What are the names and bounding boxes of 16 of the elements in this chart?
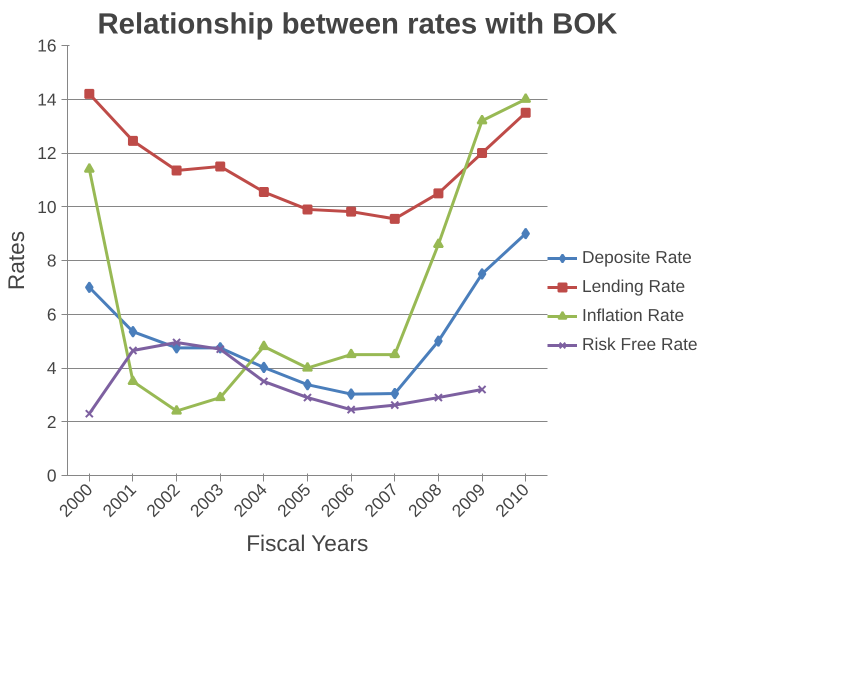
y-tick-label: 16 (37, 36, 57, 56)
y-tick-label: 14 (37, 89, 57, 110)
y-axis-title: Rates (3, 230, 30, 290)
legend-label: Inflation Rate (582, 305, 684, 326)
legend-label: Lending Rate (582, 276, 686, 297)
x-axis-title: Fiscal Years (246, 530, 368, 556)
y-tick-label: 12 (37, 143, 57, 163)
y-tick-label: 2 (46, 412, 57, 432)
chart-title: Relationship between rates with BOK (98, 8, 618, 40)
legend-label: Risk Free Rate (582, 334, 698, 355)
y-tick-label: 6 (46, 304, 57, 324)
y-tick-label: 10 (37, 196, 57, 217)
y-tick-label: 4 (46, 358, 57, 378)
y-tick-label: 8 (46, 250, 57, 270)
y-tick-label: 0 (46, 466, 57, 486)
legend-label: Deposite Rate (582, 247, 692, 268)
